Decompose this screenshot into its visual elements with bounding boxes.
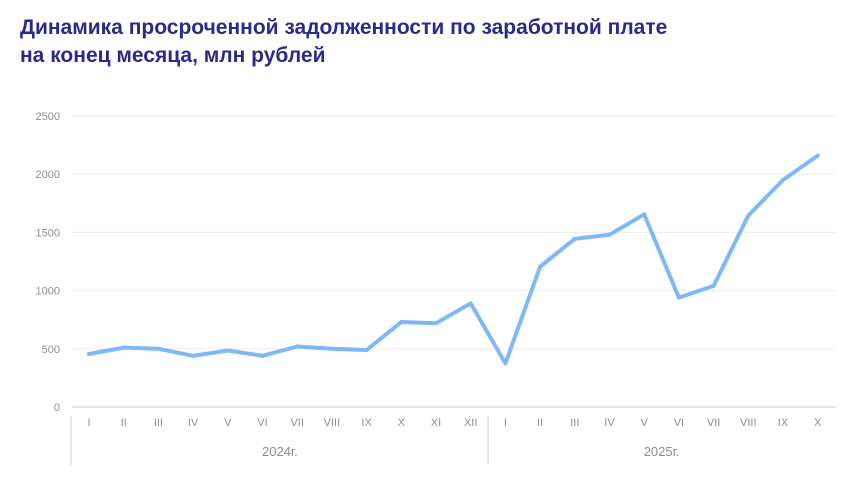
x-tick-label: III	[570, 417, 579, 429]
x-axis-ticks: I II III IV V VI VII VIII IX X XI XII I II III IV V VI VII…	[87, 417, 822, 429]
data-point	[711, 283, 716, 288]
y-axis-ticks: 0 500 1000 1500 2000 2500	[36, 111, 60, 414]
chart-title: Динамика просроченной задолженности по з…	[20, 14, 840, 70]
y-tick-label: 500	[42, 344, 60, 356]
data-point	[399, 320, 404, 325]
data-point	[364, 347, 369, 352]
x-tick-label: III	[154, 417, 163, 429]
x-tick-label: IX	[778, 417, 789, 429]
x-tick-label: VIII	[324, 417, 341, 429]
y-tick-label: 0	[54, 402, 60, 414]
data-point	[260, 353, 265, 358]
x-tick-label: II	[537, 417, 543, 429]
data-point	[572, 236, 577, 241]
x-tick-label: VI	[674, 417, 684, 429]
x-tick-label: I	[504, 417, 507, 429]
data-point	[329, 346, 334, 351]
data-point	[607, 232, 612, 237]
series-line	[87, 153, 820, 366]
x-tick-label: XI	[431, 417, 441, 429]
data-point	[468, 301, 473, 306]
data-point	[781, 178, 785, 183]
x-tick-label: IV	[188, 417, 199, 429]
x-tick-label: XII	[464, 417, 477, 429]
data-point	[815, 153, 820, 158]
y-tick-label: 1000	[36, 286, 60, 298]
year-groups: 2024г. 2025г.	[70, 416, 680, 466]
x-tick-label: VIII	[740, 417, 757, 429]
data-point	[225, 348, 230, 353]
gridlines	[72, 115, 836, 408]
data-point	[676, 295, 681, 300]
chart-title-line-2: на конец месяца, млн рублей	[20, 44, 326, 67]
year-group-label: 2025г.	[644, 444, 680, 459]
y-tick-label: 2000	[36, 169, 60, 181]
data-point	[746, 213, 751, 218]
x-tick-label: IX	[361, 417, 372, 429]
data-point	[121, 345, 126, 350]
x-tick-label: VII	[290, 417, 303, 429]
x-tick-label: V	[641, 417, 649, 429]
x-tick-label: VII	[707, 417, 720, 429]
data-point	[87, 352, 91, 357]
x-tick-label: X	[398, 417, 406, 429]
y-tick-label: 1500	[36, 227, 60, 239]
data-point	[538, 264, 543, 269]
data-point	[191, 353, 196, 358]
data-point	[295, 344, 300, 349]
y-tick-label: 2500	[36, 111, 60, 123]
data-point	[434, 321, 438, 326]
data-point	[156, 346, 161, 351]
x-tick-label: IV	[604, 417, 615, 429]
x-tick-label: V	[224, 417, 232, 429]
x-tick-label: VI	[257, 417, 267, 429]
x-tick-label: II	[121, 417, 127, 429]
chart-title-line-1: Динамика просроченной задолженности по з…	[20, 16, 668, 39]
data-point	[503, 361, 508, 366]
x-tick-label: I	[87, 417, 90, 429]
series-layer	[87, 153, 820, 366]
x-tick-label: X	[814, 417, 822, 429]
data-point	[642, 212, 647, 217]
year-group-label: 2024г.	[262, 444, 298, 459]
